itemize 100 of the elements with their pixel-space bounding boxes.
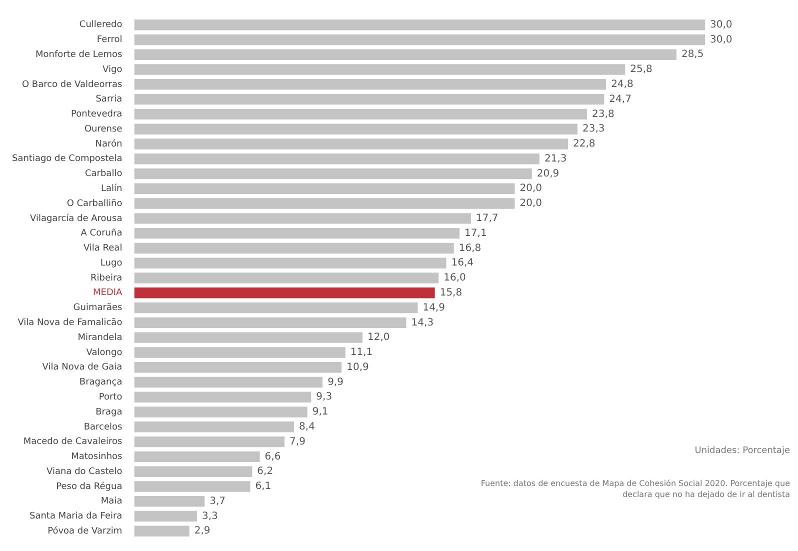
data-label: 14,9 <box>422 302 445 314</box>
y-tick-label: Póvoa de Varzim <box>48 526 122 536</box>
y-tick-label: Carballo <box>84 169 123 180</box>
y-tick-label: Bragança <box>79 378 122 388</box>
bar <box>134 406 308 418</box>
bar <box>134 124 578 134</box>
data-label: 7,9 <box>290 436 306 448</box>
data-label: 15,8 <box>440 287 462 298</box>
bar <box>134 34 705 46</box>
bar <box>134 451 260 462</box>
data-label: 22,8 <box>573 138 596 150</box>
data-label: 28,5 <box>681 49 704 60</box>
annotation: Fuente: datos de encuesta de Mapa de Cohesión Social 2020. Porcentaje que declara que no ha dejado de ir al dentista <box>480 478 790 500</box>
data-label: 23,8 <box>592 108 614 120</box>
y-tick-label: Pontevedra <box>71 110 122 120</box>
bar <box>134 19 705 30</box>
bar <box>134 198 515 209</box>
bar <box>134 481 250 492</box>
data-label: 17,7 <box>476 213 498 224</box>
y-tick-label: Lalín <box>100 182 122 194</box>
y-tick-label: Peso da Régua <box>56 480 122 492</box>
bar <box>134 362 342 373</box>
data-label: 11,1 <box>350 347 373 358</box>
data-label: 16,8 <box>458 242 482 254</box>
bar <box>134 272 439 284</box>
data-label: 20,0 <box>520 198 542 210</box>
annotation: Unidades: Porcentaje <box>694 446 790 456</box>
y-tick-label: Santa Maria da Feira <box>29 512 122 522</box>
y-tick-label: Braga <box>96 407 122 418</box>
data-label: 24,8 <box>611 79 634 90</box>
bar <box>134 376 323 388</box>
y-tick-label: Monforte de Lemos <box>35 50 123 60</box>
data-label: 2,9 <box>194 526 210 537</box>
bar <box>134 183 515 194</box>
y-tick-label: Porto <box>98 392 123 402</box>
data-label: 9,3 <box>316 392 332 403</box>
bar <box>134 510 197 522</box>
bar <box>134 526 190 537</box>
y-tick-label: Vila Nova de Gaia <box>42 362 122 373</box>
y-tick-label: Ourense <box>84 124 123 134</box>
y-tick-label: A Coruña <box>80 228 122 239</box>
y-tick-label: Sarria <box>96 94 122 105</box>
bar <box>134 138 568 150</box>
y-tick-label: Vila Nova de Famalicão <box>18 318 123 328</box>
bar <box>134 242 454 254</box>
data-label: 9,1 <box>312 406 328 418</box>
data-label: 10,9 <box>346 362 369 373</box>
y-tick-label: Vilagarcía de Arousa <box>30 212 122 224</box>
y-tick-label: MEDIA <box>93 288 124 298</box>
y-tick-label: Narón <box>95 138 122 150</box>
y-tick-label: Santiago de Compostela <box>12 154 122 164</box>
data-label: 14,3 <box>411 317 434 328</box>
bar <box>134 392 312 402</box>
data-label: 21,3 <box>544 153 567 164</box>
bar <box>134 64 626 75</box>
y-tick-label: Viana do Castelo <box>46 466 123 477</box>
bar <box>134 302 418 314</box>
data-label: 20,9 <box>536 168 560 180</box>
y-tick-label: Matosinhos <box>71 452 123 462</box>
bar <box>134 49 676 60</box>
bar <box>134 347 346 358</box>
y-tick-label: Macedo de Cavaleiros <box>23 437 123 448</box>
y-tick-label: Vigo <box>102 64 123 75</box>
data-label: 3,7 <box>210 496 226 507</box>
data-label: 25,8 <box>630 64 652 76</box>
bar <box>134 422 294 432</box>
bar <box>134 79 606 90</box>
data-label: 24,7 <box>609 94 632 105</box>
data-label: 23,3 <box>582 124 605 135</box>
y-tick-label: O Barco de Valdeorras <box>22 80 123 90</box>
bar <box>134 228 460 239</box>
y-tick-label: Valongo <box>86 348 123 358</box>
data-label: 17,1 <box>464 228 487 239</box>
bar <box>134 154 540 164</box>
bar <box>134 94 604 105</box>
y-tick-label: Ferrol <box>96 35 122 46</box>
bar <box>134 168 532 180</box>
data-label: 3,3 <box>202 510 218 522</box>
y-tick-label: O Carballiño <box>66 198 123 209</box>
y-tick-label: Vila Real <box>83 244 122 254</box>
data-label: 6,2 <box>257 466 274 478</box>
y-tick-label: Guimarães <box>73 303 123 314</box>
bar <box>134 466 252 477</box>
data-label: 16,4 <box>451 258 474 269</box>
y-tick-label: Maia <box>100 496 122 507</box>
data-label: 30,0 <box>710 19 732 30</box>
data-label: 16,0 <box>444 272 466 284</box>
bar <box>134 213 471 224</box>
y-tick-label: Culleredo <box>79 20 123 30</box>
bar <box>134 436 285 448</box>
data-label: 9,9 <box>328 376 344 388</box>
y-tick-label: Mirandela <box>78 332 122 343</box>
data-label: 20,0 <box>520 183 542 194</box>
bar <box>134 496 205 507</box>
y-tick-label: Lugo <box>100 258 123 268</box>
data-label: 30,0 <box>710 34 732 46</box>
bar <box>134 288 435 298</box>
data-label: 12,0 <box>368 332 390 344</box>
bar <box>134 317 406 328</box>
data-label: 8,4 <box>299 422 315 433</box>
